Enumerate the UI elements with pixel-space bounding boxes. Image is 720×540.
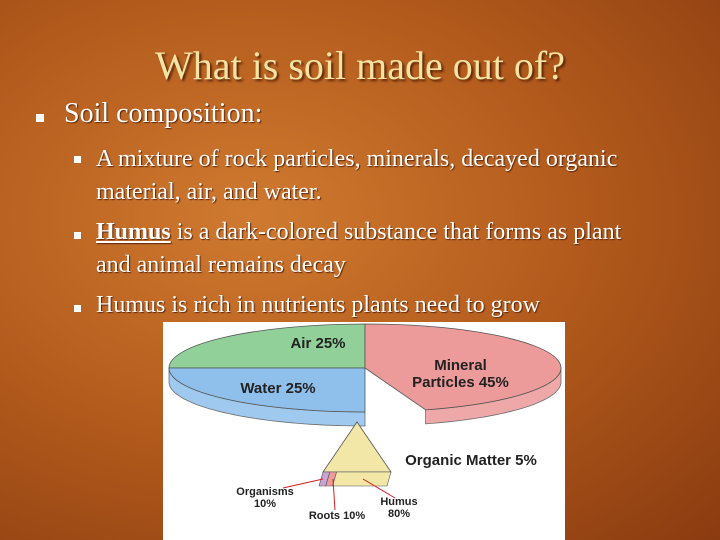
- label-name: Mineral Particles: [412, 357, 487, 391]
- leader-line: [332, 478, 336, 511]
- label-name: Roots: [308, 510, 341, 522]
- label-value: 10%: [253, 498, 277, 511]
- pie-label: Mineral Particles 45%: [408, 357, 513, 391]
- organic-part: [332, 471, 392, 487]
- pie-label: Humus 80%: [369, 496, 429, 520]
- pie-slice: [364, 323, 562, 411]
- sub-bullet: Humus is rich in nutrients plants need t…: [96, 292, 540, 318]
- label-value: 10%: [343, 510, 366, 522]
- label-name: Air: [290, 335, 312, 352]
- label-name: Organic Matter: [405, 452, 511, 469]
- slide-title: What is soil made out of?: [155, 43, 565, 88]
- pie-label: Organisms 10%: [225, 486, 305, 510]
- leader-line: [362, 478, 396, 499]
- pie-label: Air 25%: [263, 335, 373, 353]
- pie-slice: [168, 323, 366, 369]
- label-name: Humus: [380, 496, 418, 508]
- pie-label: Organic Matter 5%: [391, 452, 551, 470]
- bullet-marker: [74, 156, 81, 163]
- label-name: Water: [240, 380, 282, 397]
- definition: is a dark-colored substance that forms a…: [96, 219, 622, 278]
- pie-label: Roots 10%: [307, 510, 367, 522]
- pie-label: Water 25%: [218, 380, 338, 398]
- label-name: Organisms: [236, 486, 294, 498]
- label-value: 45%: [478, 373, 509, 391]
- pie-slice: [322, 421, 392, 473]
- bullet-marker: [74, 232, 81, 239]
- sub-bullet: Humus is a dark-colored substance that f…: [96, 216, 661, 282]
- term: Humus: [96, 219, 171, 245]
- label-value: 5%: [515, 452, 537, 469]
- label-value: 80%: [387, 508, 411, 521]
- label-value: 25%: [315, 335, 346, 352]
- leader-line: [282, 478, 324, 489]
- sub-bullet: A mixture of rock particles, minerals, d…: [96, 146, 618, 205]
- label-value: 25%: [285, 380, 316, 397]
- bullet: Soil composition:: [64, 98, 263, 129]
- bullet-marker: [74, 305, 81, 312]
- pie-chart: Air 25% Mineral Particles 45% Water 25% …: [163, 322, 565, 540]
- pie-graphic: [168, 323, 562, 511]
- pie-slice: [168, 367, 366, 413]
- bullet-marker: [36, 114, 44, 122]
